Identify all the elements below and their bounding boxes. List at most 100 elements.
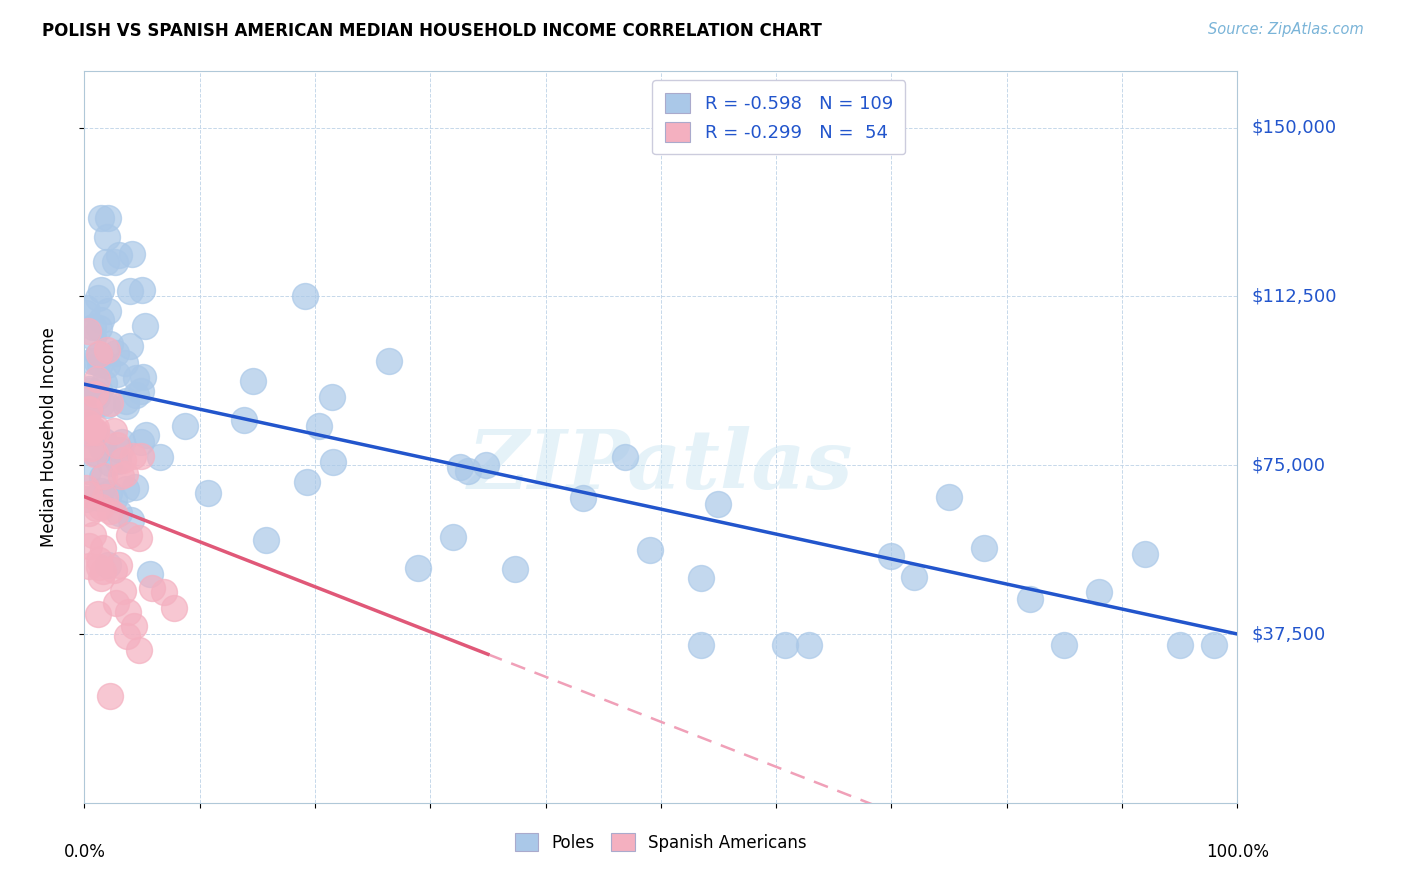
- Point: [114, 400, 136, 414]
- Text: $112,500: $112,500: [1251, 287, 1337, 305]
- Point: [141, 581, 163, 595]
- Point: [87, 383, 110, 397]
- Point: [76, 409, 98, 424]
- Point: [91, 469, 114, 483]
- Point: [475, 458, 498, 472]
- Point: [1053, 638, 1076, 652]
- Point: [689, 571, 711, 585]
- Point: [1168, 638, 1191, 652]
- Point: [87, 321, 110, 335]
- Point: [799, 638, 821, 652]
- Point: [86, 425, 108, 439]
- Point: [91, 442, 114, 456]
- Point: [294, 289, 316, 303]
- Point: [91, 564, 114, 578]
- Point: [103, 424, 125, 438]
- Point: [973, 541, 995, 556]
- Point: [90, 483, 112, 498]
- Point: [124, 480, 146, 494]
- Point: [82, 391, 104, 405]
- Point: [124, 619, 146, 633]
- Point: [572, 491, 595, 505]
- Point: [295, 475, 318, 490]
- Point: [90, 500, 112, 514]
- Point: [408, 561, 430, 575]
- Point: [77, 559, 100, 574]
- Point: [93, 468, 115, 483]
- Point: [105, 368, 128, 382]
- Point: [86, 390, 108, 404]
- Point: [76, 425, 98, 439]
- Point: [129, 384, 152, 398]
- Point: [77, 383, 100, 397]
- Point: [77, 403, 100, 417]
- Point: [111, 583, 134, 598]
- Point: [83, 426, 105, 441]
- Text: Source: ZipAtlas.com: Source: ZipAtlas.com: [1208, 22, 1364, 37]
- Point: [104, 508, 127, 522]
- Point: [377, 353, 399, 368]
- Point: [110, 469, 132, 483]
- Point: [80, 354, 103, 368]
- Point: [638, 542, 661, 557]
- Point: [1088, 584, 1111, 599]
- Point: [87, 560, 110, 574]
- Text: 100.0%: 100.0%: [1206, 843, 1268, 861]
- Point: [96, 255, 118, 269]
- Point: [82, 319, 104, 334]
- Point: [75, 491, 97, 506]
- Point: [96, 359, 118, 373]
- Text: $150,000: $150,000: [1251, 119, 1336, 136]
- Point: [77, 324, 100, 338]
- Point: [98, 395, 121, 409]
- Point: [87, 291, 110, 305]
- Point: [120, 339, 142, 353]
- Point: [94, 490, 117, 504]
- Point: [128, 531, 150, 545]
- Point: [129, 450, 152, 464]
- Point: [84, 500, 107, 515]
- Point: [96, 558, 118, 572]
- Point: [174, 418, 197, 433]
- Point: [125, 388, 148, 402]
- Point: [82, 422, 104, 436]
- Point: [112, 453, 135, 467]
- Point: [91, 541, 114, 556]
- Point: [132, 370, 155, 384]
- Point: [139, 567, 162, 582]
- Point: [163, 601, 186, 615]
- Point: [105, 346, 128, 360]
- Point: [103, 491, 125, 506]
- Point: [84, 420, 107, 434]
- Point: [108, 248, 131, 262]
- Point: [107, 454, 129, 468]
- Point: [87, 348, 110, 362]
- Point: [134, 319, 156, 334]
- Point: [441, 530, 464, 544]
- Point: [75, 481, 97, 495]
- Point: [903, 570, 925, 584]
- Point: [84, 386, 107, 401]
- Point: [115, 482, 138, 496]
- Point: [75, 301, 97, 315]
- Point: [503, 561, 526, 575]
- Point: [120, 284, 142, 298]
- Point: [98, 504, 121, 518]
- Text: ZIPatlas: ZIPatlas: [468, 426, 853, 507]
- Point: [86, 490, 108, 504]
- Y-axis label: Median Household Income: Median Household Income: [39, 327, 58, 547]
- Point: [96, 398, 118, 412]
- Point: [105, 597, 128, 611]
- Point: [321, 390, 343, 404]
- Point: [76, 464, 98, 478]
- Point: [90, 211, 112, 225]
- Point: [449, 460, 471, 475]
- Point: [118, 527, 141, 541]
- Point: [242, 374, 264, 388]
- Point: [128, 643, 150, 657]
- Point: [82, 528, 104, 542]
- Point: [79, 441, 101, 455]
- Point: [98, 456, 121, 470]
- Point: [308, 418, 330, 433]
- Point: [91, 396, 114, 410]
